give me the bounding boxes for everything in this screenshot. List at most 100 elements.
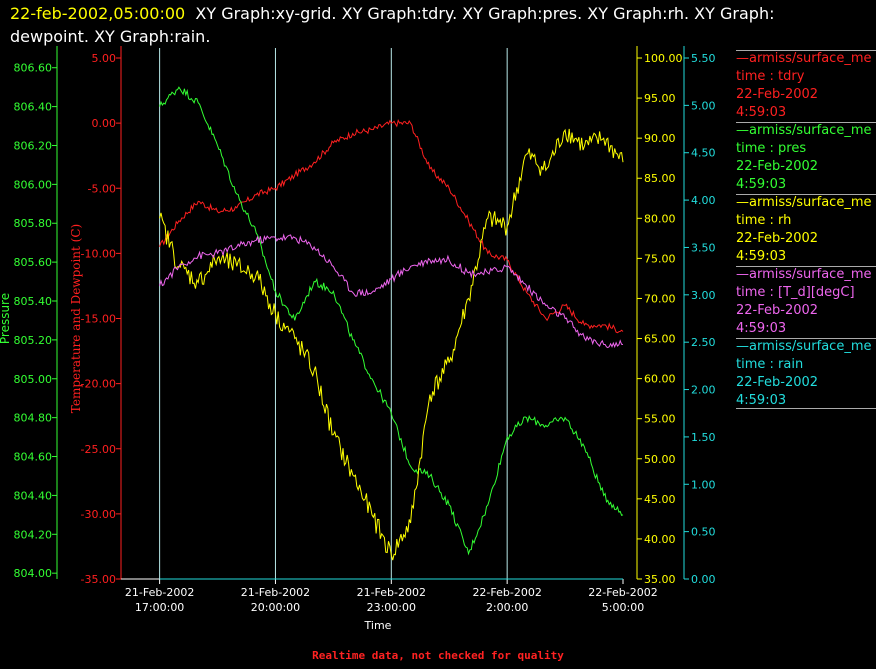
temperature-tick-label: -35.00: [81, 573, 116, 586]
temperature-tick-label: 5.00: [92, 52, 117, 65]
pressure-tick-label: 806.60: [14, 62, 53, 75]
rh-tick-label: 70.00: [644, 292, 676, 305]
legend-separator: [736, 194, 876, 195]
rh-tick-label: 85.00: [644, 172, 676, 185]
legend-time: 4:59:03: [736, 177, 787, 192]
pres-series-line: [159, 86, 624, 556]
legend-var: time : [T_d][degC]: [736, 285, 855, 300]
x-tick-label: 21-Feb-2002: [125, 586, 194, 599]
x-tick-label: 17:00:00: [135, 601, 184, 614]
rh-tick-label: 90.00: [644, 132, 676, 145]
rh-tick-label: 80.00: [644, 212, 676, 225]
x-tick-label: 20:00:00: [251, 601, 300, 614]
title-graph-list-cont: dewpoint. XY Graph:rain.: [10, 27, 211, 46]
rh-tick-label: 65.00: [644, 333, 676, 346]
legend-time: 4:59:03: [736, 321, 787, 336]
legend-series: —armiss/surface_me: [736, 195, 872, 210]
x-tick-label: 21-Feb-2002: [357, 586, 426, 599]
x-axis-label: Time: [364, 619, 392, 632]
rh-tick-label: 35.00: [644, 573, 676, 586]
legend-var: time : rh: [736, 213, 792, 228]
legend-date: 22-Feb-2002: [736, 303, 819, 318]
rain-tick-label: 0.50: [691, 526, 716, 539]
legend-separator: [736, 266, 876, 267]
legend-date: 22-Feb-2002: [736, 87, 819, 102]
pressure-tick-label: 805.80: [14, 217, 53, 230]
temperature-tick-label: -5.00: [88, 182, 116, 195]
x-tick-label: 22-Feb-2002: [588, 586, 657, 599]
legend-date: 22-Feb-2002: [736, 231, 819, 246]
legend-separator: [736, 122, 876, 123]
legend-var: time : pres: [736, 141, 807, 156]
rh-tick-label: 55.00: [644, 413, 676, 426]
temperature-tick-label: -10.00: [81, 247, 116, 260]
dewpoint-series-line: [159, 233, 624, 349]
rh-series-line: [159, 128, 624, 561]
legend-separator: [736, 408, 876, 409]
temperature-tick-label: 0.00: [92, 117, 117, 130]
legend-end: [736, 408, 876, 410]
legend-series: —armiss/surface_me: [736, 267, 872, 282]
legend-time: 4:59:03: [736, 105, 787, 120]
pressure-tick-label: 806.20: [14, 139, 53, 152]
rain-tick-label: 0.00: [691, 573, 716, 586]
legend-series: —armiss/surface_me: [736, 51, 872, 66]
pressure-tick-label: 804.00: [14, 567, 53, 580]
rh-tick-label: 75.00: [644, 252, 676, 265]
rain-tick-label: 5.00: [691, 99, 716, 112]
pressure-tick-label: 805.00: [14, 373, 53, 386]
temperature-tick-label: -30.00: [81, 508, 116, 521]
legend-series: —armiss/surface_me: [736, 339, 872, 354]
legend-time: 4:59:03: [736, 393, 787, 408]
rain-tick-label: 2.50: [691, 336, 716, 349]
pressure-tick-label: 804.20: [14, 528, 53, 541]
x-tick-label: 5:00:00: [602, 601, 644, 614]
legend-separator: [736, 338, 876, 339]
temperature-tick-label: -15.00: [81, 313, 116, 326]
temperature-tick-label: -20.00: [81, 378, 116, 391]
legend-var: time : rain: [736, 357, 804, 372]
legend-date: 22-Feb-2002: [736, 375, 819, 390]
rain-tick-label: 4.00: [691, 194, 716, 207]
rh-tick-label: 50.00: [644, 453, 676, 466]
pressure-tick-label: 806.40: [14, 101, 53, 114]
pressure-tick-label: 806.00: [14, 178, 53, 191]
legend-var: time : tdry: [736, 69, 805, 84]
rain-tick-label: 1.50: [691, 431, 716, 444]
legend-separator: [736, 50, 876, 51]
pressure-axis-label: Pressure: [0, 293, 12, 344]
quality-note: Realtime data, not checked for quality: [312, 649, 564, 662]
x-tick-label: 23:00:00: [367, 601, 416, 614]
rh-tick-label: 100.00: [644, 52, 683, 65]
rh-tick-label: 45.00: [644, 493, 676, 506]
temperature-axis-label: Temperature and Dewpoint (C): [69, 224, 83, 413]
rain-tick-label: 3.00: [691, 289, 716, 302]
rain-tick-label: 4.50: [691, 147, 716, 160]
pressure-tick-label: 805.40: [14, 295, 53, 308]
legend-series: —armiss/surface_me: [736, 123, 872, 138]
pressure-tick-label: 805.20: [14, 334, 53, 347]
rh-tick-label: 40.00: [644, 533, 676, 546]
graph-title: 22-feb-2002,05:00:00 XY Graph:xy-grid. X…: [10, 2, 870, 48]
rain-tick-label: 3.50: [691, 241, 716, 254]
legend-date: 22-Feb-2002: [736, 159, 819, 174]
rh-tick-label: 95.00: [644, 92, 676, 105]
legend-time: 4:59:03: [736, 249, 787, 264]
title-graph-list: XY Graph:xy-grid. XY Graph:tdry. XY Grap…: [195, 4, 775, 23]
rain-tick-label: 5.50: [691, 52, 716, 65]
x-tick-label: 2:00:00: [486, 601, 528, 614]
pressure-tick-label: 804.40: [14, 489, 53, 502]
tdry-series-line: [159, 118, 624, 334]
pressure-tick-label: 805.60: [14, 256, 53, 269]
rh-tick-label: 60.00: [644, 373, 676, 386]
rain-tick-label: 1.00: [691, 478, 716, 491]
title-timestamp: 22-feb-2002,05:00:00: [10, 4, 186, 23]
pressure-tick-label: 804.80: [14, 412, 53, 425]
pressure-tick-label: 804.60: [14, 451, 53, 464]
